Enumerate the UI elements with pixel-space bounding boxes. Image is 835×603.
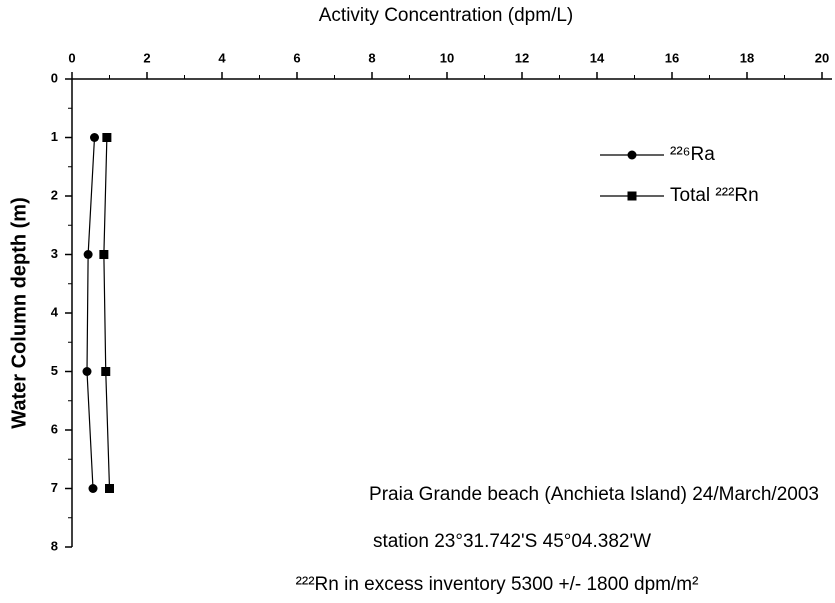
y-tick-label: 0 <box>51 70 58 85</box>
marker <box>105 484 114 493</box>
marker <box>82 367 92 376</box>
annotation: station 23°31.742'S 45°04.382'W <box>373 531 651 552</box>
x-tick-label: 10 <box>440 50 454 65</box>
legend-label: Total ²²²Rn <box>670 185 759 206</box>
x-tick-label: 6 <box>293 50 300 65</box>
x-axis-label: Activity Concentration (dpm/L) <box>319 5 574 26</box>
marker <box>627 150 637 160</box>
y-tick-label: 3 <box>51 246 58 261</box>
x-tick-label: 4 <box>218 50 226 65</box>
y-tick-label: 4 <box>51 304 59 319</box>
marker <box>101 367 111 376</box>
x-tick-label: 0 <box>68 50 75 65</box>
series-line <box>103 137 111 489</box>
y-axis-label: Water Column depth (m) <box>8 197 30 428</box>
series-line <box>86 137 96 489</box>
x-tick-label: 18 <box>740 50 754 65</box>
y-tick-label: 5 <box>51 363 58 378</box>
marker <box>90 133 99 142</box>
legend-label: ²²⁶Ra <box>670 144 715 165</box>
x-tick-label: 20 <box>815 50 829 65</box>
x-tick-label: 2 <box>143 50 150 65</box>
marker <box>83 250 93 259</box>
y-tick-label: 8 <box>51 538 58 553</box>
y-tick-label: 1 <box>51 129 58 144</box>
x-tick-label: 14 <box>590 50 605 65</box>
marker <box>627 191 637 201</box>
annotation: ²²²Rn in excess inventory 5300 +/- 1800 … <box>296 574 699 595</box>
x-tick-label: 12 <box>515 50 529 65</box>
y-tick-label: 7 <box>51 480 58 495</box>
y-tick-label: 6 <box>51 421 58 436</box>
x-tick-label: 8 <box>368 50 375 65</box>
annotation: Praia Grande beach (Anchieta Island) 24/… <box>369 484 819 505</box>
x-tick-label: 16 <box>665 50 679 65</box>
marker <box>99 250 109 259</box>
marker <box>102 133 112 142</box>
marker <box>88 484 98 493</box>
y-tick-label: 2 <box>51 187 58 202</box>
